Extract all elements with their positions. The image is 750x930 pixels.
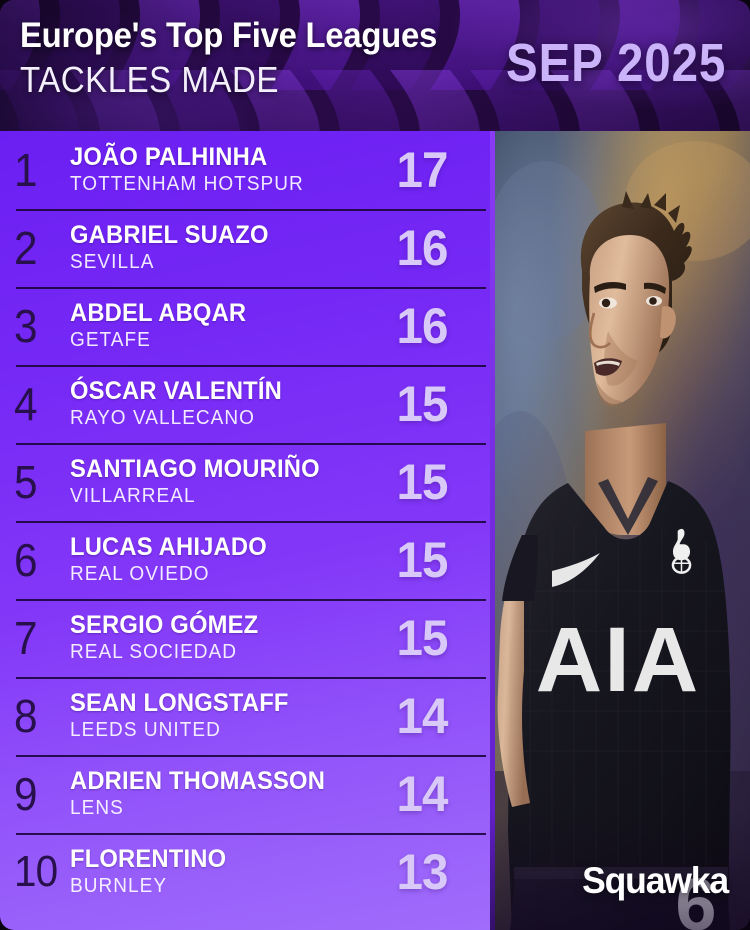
- player-name: GABRIEL SUAZO: [70, 221, 269, 249]
- rank-number: 10: [14, 847, 58, 896]
- header-banner: Europe's Top Five Leagues TACKLES MADE S…: [0, 0, 750, 131]
- table-row[interactable]: 4 ÓSCAR VALENTÍN RAYO VALLECANO 15: [0, 365, 490, 443]
- squawka-logo: Squawka: [582, 860, 729, 901]
- player-block: JOÃO PALHINHA TOTTENHAM HOTSPUR: [66, 144, 374, 196]
- team-name: BURNLEY: [70, 875, 168, 897]
- team-name: SEVILLA: [70, 251, 155, 273]
- stat-value: 15: [396, 532, 449, 588]
- player-block: SEAN LONGSTAFF LEEDS UNITED: [66, 690, 374, 742]
- title-block: Europe's Top Five Leagues TACKLES MADE: [20, 16, 464, 102]
- player-name: SEAN LONGSTAFF: [70, 689, 289, 717]
- kit-sponsor-text: AIA: [536, 609, 700, 711]
- player-photo: AIA 6: [490, 131, 750, 930]
- rank-number: 4: [14, 378, 38, 430]
- team-name: RAYO VALLECANO: [70, 407, 255, 429]
- player-block: ABDEL ABQAR GETAFE: [66, 300, 374, 352]
- team-name: REAL OVIEDO: [70, 563, 210, 585]
- player-name: SERGIO GÓMEZ: [70, 611, 259, 639]
- player-block: LUCAS AHIJADO REAL OVIEDO: [66, 534, 374, 586]
- table-row[interactable]: 9 ADRIEN THOMASSON LENS 14: [0, 755, 490, 833]
- player-name: ABDEL ABQAR: [70, 299, 247, 327]
- team-name: VILLARREAL: [70, 485, 196, 507]
- stat-value: 17: [396, 142, 449, 198]
- player-block: ÓSCAR VALENTÍN RAYO VALLECANO: [66, 378, 374, 430]
- team-name: GETAFE: [70, 329, 151, 351]
- page-title: Europe's Top Five Leagues: [20, 16, 437, 55]
- stat-value: 16: [396, 298, 449, 354]
- stat-value: 14: [396, 688, 449, 744]
- stat-value: 15: [396, 454, 449, 510]
- player-photo-panel: AIA 6: [490, 131, 750, 930]
- table-row[interactable]: 3 ABDEL ABQAR GETAFE 16: [0, 287, 490, 365]
- stat-value: 16: [396, 220, 449, 276]
- team-name: LENS: [70, 797, 124, 819]
- player-name: SANTIAGO MOURIÑO: [70, 455, 320, 483]
- player-name: FLORENTINO: [70, 845, 227, 873]
- stat-value: 14: [396, 766, 449, 822]
- rank-number: 7: [14, 612, 38, 664]
- table-row[interactable]: 8 SEAN LONGSTAFF LEEDS UNITED 14: [0, 677, 490, 755]
- table-row[interactable]: 1 JOÃO PALHINHA TOTTENHAM HOTSPUR 17: [0, 131, 490, 209]
- tottenham-cockerel-icon: [671, 528, 692, 574]
- player-block: FLORENTINO BURNLEY: [66, 846, 374, 898]
- player-block: ADRIEN THOMASSON LENS: [66, 768, 374, 820]
- stat-value: 13: [396, 844, 449, 900]
- player-name: ADRIEN THOMASSON: [70, 767, 326, 795]
- rank-number: 1: [14, 144, 38, 196]
- team-name: LEEDS UNITED: [70, 719, 221, 741]
- player-block: SANTIAGO MOURIÑO VILLARREAL: [66, 456, 374, 508]
- rank-number: 2: [14, 222, 38, 274]
- table-row[interactable]: 10 FLORENTINO BURNLEY 13: [0, 833, 490, 911]
- player-block: SERGIO GÓMEZ REAL SOCIEDAD: [66, 612, 374, 664]
- table-row[interactable]: 2 GABRIEL SUAZO SEVILLA 16: [0, 209, 490, 287]
- table-row[interactable]: 6 LUCAS AHIJADO REAL OVIEDO 15: [0, 521, 490, 599]
- rank-number: 9: [14, 768, 38, 820]
- player-name: LUCAS AHIJADO: [70, 533, 267, 561]
- team-name: REAL SOCIEDAD: [70, 641, 238, 663]
- stat-value: 15: [396, 376, 449, 432]
- rank-number: 8: [14, 690, 38, 742]
- table-row[interactable]: 7 SERGIO GÓMEZ REAL SOCIEDAD 15: [0, 599, 490, 677]
- metric-subtitle: TACKLES MADE: [20, 59, 279, 100]
- rank-number: 6: [14, 534, 38, 586]
- stat-value: 15: [396, 610, 449, 666]
- table-row[interactable]: 5 SANTIAGO MOURIÑO VILLARREAL 15: [0, 443, 490, 521]
- rank-number: 5: [14, 456, 38, 508]
- period-label: SEP 2025: [505, 33, 726, 93]
- player-block: GABRIEL SUAZO SEVILLA: [66, 222, 374, 274]
- leaderboard-list: 1 JOÃO PALHINHA TOTTENHAM HOTSPUR 17 2 G…: [0, 131, 490, 930]
- player-name: JOÃO PALHINHA: [70, 143, 268, 171]
- rank-number: 3: [14, 300, 38, 352]
- team-name: TOTTENHAM HOTSPUR: [70, 173, 304, 195]
- player-name: ÓSCAR VALENTÍN: [70, 377, 283, 405]
